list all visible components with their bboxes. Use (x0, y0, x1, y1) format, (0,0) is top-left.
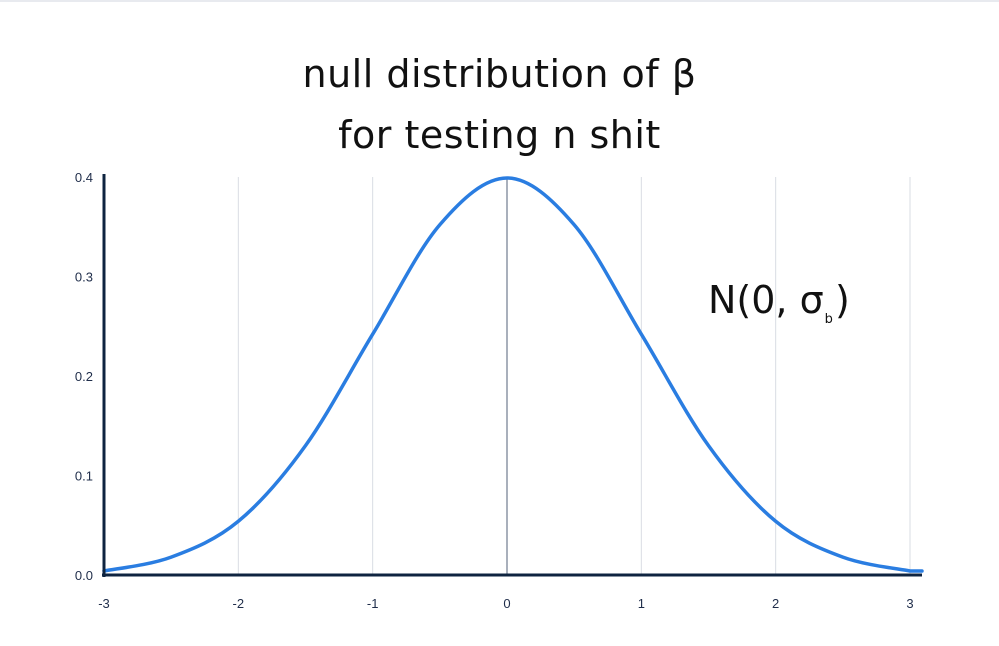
x-tick-label: 1 (638, 596, 645, 611)
annotation-suffix: ) (834, 278, 850, 322)
top-divider (0, 0, 999, 2)
annotation-prefix: N(0, σ (708, 278, 824, 322)
x-tick-label: -2 (233, 596, 245, 611)
y-tick-label: 0.3 (75, 270, 93, 285)
annotation-subscript: b (824, 312, 833, 327)
x-tick-label: -3 (98, 596, 110, 611)
x-tick-label: -1 (367, 596, 379, 611)
y-tick-label: 0.2 (75, 369, 93, 384)
density-curve (102, 176, 924, 573)
x-tick-label: 0 (503, 596, 510, 611)
y-tick-label: 0.1 (75, 469, 93, 484)
x-tick-label: 2 (772, 596, 779, 611)
chart-title-line-2: for testing n shit (338, 113, 661, 157)
y-tick-label: 0.0 (75, 568, 93, 583)
chart-title-line-1: null distribution of β (302, 52, 697, 96)
x-tick-label: 3 (906, 596, 913, 611)
y-tick-label: 0.4 (75, 170, 93, 185)
distribution-annotation: N(0, σb) (708, 278, 850, 327)
